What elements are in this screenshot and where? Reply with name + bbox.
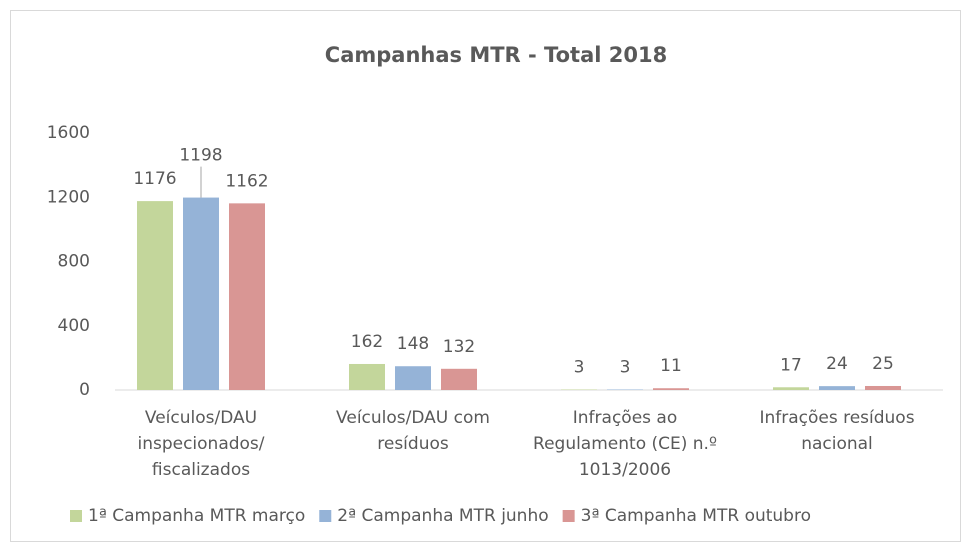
legend-swatch [319,510,332,522]
y-tick-label: 400 [58,316,90,336]
chart-title: Campanhas MTR - Total 2018 [325,43,667,67]
legend-swatch [70,510,82,522]
bar [137,201,173,390]
data-label: 25 [872,354,894,374]
data-label: 3 [574,358,585,378]
bar [395,366,431,390]
data-label: 132 [443,337,475,357]
data-label: 1198 [179,146,222,166]
data-label: 3 [620,358,631,378]
y-tick-label: 800 [58,252,90,272]
y-tick-label: 1200 [47,187,90,207]
x-tick-label: Veículos/DAU com resíduos [336,408,490,454]
bar [441,368,477,390]
legend-label: 1ª Campanha MTR março [88,506,305,526]
data-label: 17 [780,355,802,375]
x-tick-label: Veículos/DAU inspecionados/ fiscalizados [137,408,265,480]
bar [349,363,385,390]
bar [773,387,809,390]
bar [229,203,265,390]
bar [819,386,855,390]
data-label: 1176 [133,169,176,189]
bar [183,197,219,390]
y-tick-label: 0 [79,380,90,400]
y-tick-label: 1600 [47,123,90,143]
data-label: 11 [660,356,682,376]
x-tick-label: Infrações resíduos nacional [759,408,915,454]
legend-label: 3ª Campanha MTR outubro [581,506,811,526]
data-label: 1162 [225,171,268,191]
bar [653,388,689,390]
data-label: 162 [351,332,383,352]
data-label: 24 [826,354,848,374]
legend-swatch [562,510,575,522]
data-label: 148 [397,334,429,354]
bar [865,385,901,390]
x-tick-label: Infrações ao Regulamento (CE) n.º 1013/2… [533,408,717,480]
legend-label: 2ª Campanha MTR junho [337,506,548,526]
